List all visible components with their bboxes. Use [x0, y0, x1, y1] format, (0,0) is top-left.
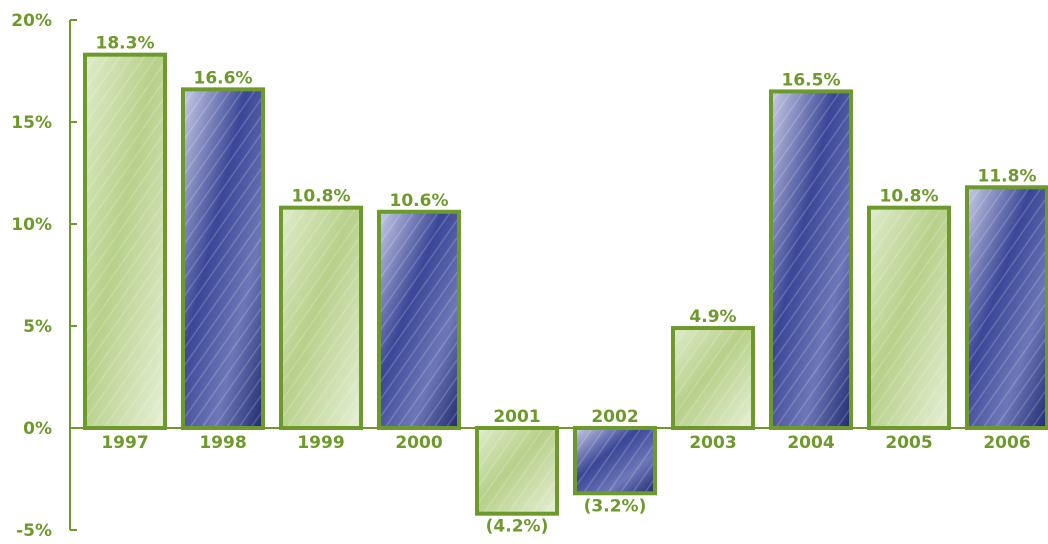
- category-label: 2004: [787, 433, 834, 453]
- category-label: 1997: [101, 433, 148, 453]
- bar-texture: [283, 209, 359, 426]
- bar-texture: [185, 91, 261, 427]
- data-label: (3.2%): [584, 496, 647, 516]
- data-label: 18.3%: [96, 34, 155, 54]
- data-label: (4.2%): [486, 517, 549, 537]
- bars: [83, 52, 1048, 516]
- y-tick-label: 15%: [11, 113, 52, 133]
- bar-texture: [871, 209, 947, 426]
- y-tick-label: 20%: [11, 11, 52, 31]
- y-tick-label: 5%: [23, 317, 52, 337]
- data-label: 11.8%: [978, 166, 1037, 186]
- data-label: 10.8%: [292, 187, 351, 207]
- y-tick-label: 10%: [11, 215, 52, 235]
- data-label: 10.8%: [880, 187, 939, 207]
- y-tick-label: -5%: [16, 521, 52, 541]
- category-label: 2002: [591, 407, 638, 427]
- category-label: 1999: [297, 433, 344, 453]
- bar-texture: [773, 93, 849, 427]
- category-label: 2005: [885, 433, 932, 453]
- bar-texture: [87, 56, 163, 427]
- data-label: 10.6%: [390, 191, 449, 211]
- y-tick-label: 0%: [23, 419, 52, 439]
- bar-texture: [577, 430, 653, 492]
- bar-texture: [479, 430, 555, 512]
- category-label: 1998: [199, 433, 246, 453]
- data-label: 4.9%: [689, 307, 736, 327]
- category-label: 2001: [493, 407, 540, 427]
- category-label: 2006: [983, 433, 1030, 453]
- data-label: 16.6%: [194, 68, 253, 88]
- bar-texture: [969, 189, 1045, 426]
- category-label: 2000: [395, 433, 442, 453]
- data-label: 16.5%: [782, 70, 841, 90]
- bar-texture: [381, 213, 457, 426]
- bar-texture: [675, 330, 751, 426]
- labels: 18.3% 1997 16.6% 1998 10.8% 1999 10.6% 2000 (4.2…: [96, 34, 1037, 537]
- category-label: 2003: [689, 433, 736, 453]
